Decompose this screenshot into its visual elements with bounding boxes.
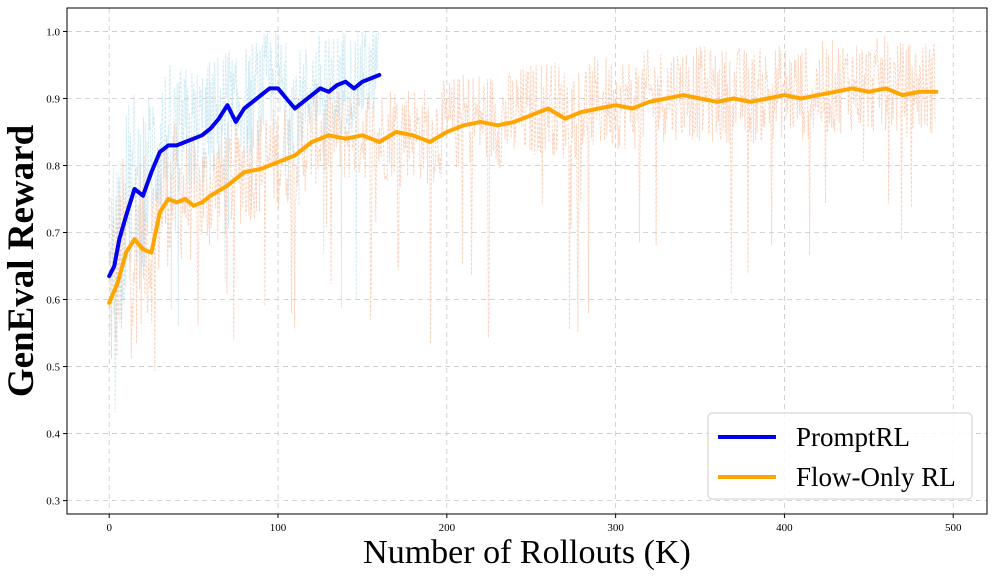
y-tick-label: 0.7 bbox=[46, 228, 60, 240]
legend: PromptRL Flow-Only RL bbox=[707, 412, 973, 500]
x-tick-label: 300 bbox=[607, 522, 624, 534]
y-tick-label: 1.0 bbox=[46, 26, 60, 38]
y-tick-label: 0.5 bbox=[46, 362, 60, 374]
y-tick-label: 0.6 bbox=[46, 295, 60, 307]
raw-trace bbox=[108, 31, 380, 413]
y-axis-label: GenEval Reward bbox=[1, 124, 42, 397]
x-tick-label: 500 bbox=[945, 522, 962, 534]
y-tick-label: 0.4 bbox=[46, 429, 60, 441]
x-tick-label: 400 bbox=[776, 522, 793, 534]
y-tick-label: 0.9 bbox=[46, 93, 60, 105]
plot-area-frame bbox=[66, 7, 988, 515]
y-tick-label: 0.8 bbox=[46, 160, 60, 172]
x-tick-label: 0 bbox=[106, 522, 112, 534]
legend-label-promptrl: PromptRL bbox=[796, 422, 910, 452]
y-axis-ticks: 0.3 0.4 0.5 0.6 0.7 0.8 0.9 1.0 bbox=[46, 26, 67, 508]
x-axis-label: Number of Rollouts (K) bbox=[363, 534, 691, 571]
series-line bbox=[107, 86, 939, 305]
series-lines bbox=[107, 73, 939, 305]
y-tick-label: 0.3 bbox=[46, 496, 60, 508]
x-tick-label: 100 bbox=[270, 522, 287, 534]
x-tick-label: 200 bbox=[439, 522, 456, 534]
series-line bbox=[107, 73, 382, 279]
legend-label-flow-only-rl: Flow-Only RL bbox=[796, 462, 956, 492]
raw-noise-layer bbox=[108, 31, 937, 413]
raw-trace bbox=[108, 35, 937, 371]
x-axis-ticks: 0 100 200 300 400 500 bbox=[106, 514, 962, 534]
